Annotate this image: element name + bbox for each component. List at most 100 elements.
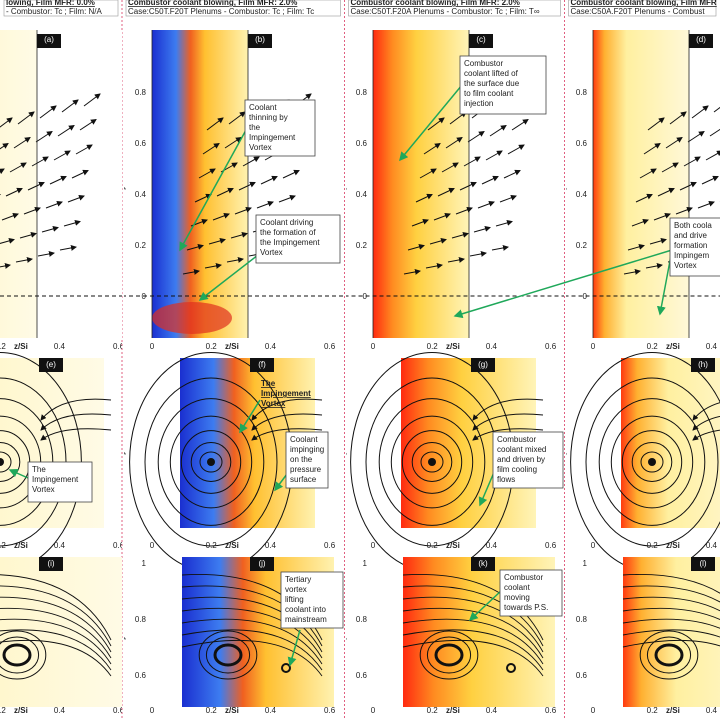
annotation-text: Vortex <box>674 261 697 270</box>
streamline <box>31 156 49 167</box>
annotation-text: Vortex <box>249 143 272 152</box>
x-tick-label: 0.4 <box>54 342 66 351</box>
x-tick-label: 0.2 <box>647 541 659 550</box>
coolant-core <box>152 302 232 334</box>
streamline <box>194 193 212 203</box>
annotation-text: film cooling <box>497 465 537 474</box>
streamline <box>472 413 544 431</box>
vortex-streamline <box>180 430 242 494</box>
streamline <box>234 206 252 215</box>
annotation-arrow <box>478 469 496 507</box>
vortex-streamline <box>420 451 444 473</box>
panel-label: (a) <box>44 35 54 44</box>
streamline <box>669 111 687 125</box>
streamline <box>473 225 491 233</box>
annotation-box <box>27 461 93 503</box>
column: Combustor coolant blowing, Film MFRCase:… <box>558 0 720 715</box>
streamline <box>511 118 529 131</box>
streamline <box>402 629 544 671</box>
streamline <box>181 607 323 659</box>
streamline <box>182 268 200 275</box>
panel-label: (j) <box>258 559 265 568</box>
column: lowing, Film MFR: 0.0%- Combustor: Tc ; … <box>0 0 125 715</box>
streamline <box>459 181 477 191</box>
annotation-text: the formation of <box>260 228 316 237</box>
x-tick-label: 0.6 <box>324 706 336 715</box>
x-tick-label: 0 <box>591 342 596 351</box>
streamline <box>441 162 459 173</box>
annotation-arrow <box>468 589 503 622</box>
streamline <box>35 130 53 143</box>
panel-label: (c) <box>476 35 486 44</box>
streamline <box>463 156 481 167</box>
streamline <box>67 194 85 203</box>
contour-field <box>0 358 104 528</box>
panel-label-box <box>250 358 274 372</box>
x-tick-label: 0.4 <box>265 342 277 351</box>
x-tick-label: 0 <box>591 541 596 550</box>
streamline <box>499 194 517 203</box>
vortex-streamline <box>411 442 453 482</box>
annotation-text: thinning by <box>249 113 288 122</box>
y-axis-label: y/Pi <box>558 626 567 640</box>
streamline <box>661 162 679 173</box>
vortex-streamline <box>419 630 479 680</box>
annotation-text: moving <box>504 593 530 602</box>
y-axis-label: y/Pi <box>117 441 126 455</box>
streamline <box>251 413 323 431</box>
vortex-streamline <box>157 398 265 526</box>
vortex-streamline <box>585 377 719 547</box>
streamline <box>447 256 465 263</box>
x-axis-label: z/Si <box>225 342 239 351</box>
annotation-text: Vortex <box>261 399 286 408</box>
x-tick-label: 0 <box>371 706 376 715</box>
vortex-core <box>0 458 4 466</box>
streamline <box>692 429 720 441</box>
annotation-text: lifting <box>285 595 304 604</box>
streamline <box>687 130 705 143</box>
streamline <box>19 231 37 239</box>
header-case: Case:C50T.F20A Plenums - Combustor: Tc ;… <box>351 7 540 16</box>
x-tick-label: 0.2 <box>0 342 6 351</box>
vortex-streamline <box>0 636 40 674</box>
vortex-streamline <box>631 442 673 482</box>
streamline <box>0 585 112 647</box>
streamline <box>0 607 112 659</box>
streamline <box>467 130 485 143</box>
vortex-streamline <box>0 451 12 473</box>
x-tick-label: 0.4 <box>265 706 277 715</box>
y-axis-label: y/Pi <box>117 626 126 640</box>
x-axis-label: z/Si <box>14 541 28 550</box>
annotation-arrow <box>453 249 673 319</box>
streamline <box>675 206 693 215</box>
panel-label-box <box>691 557 715 571</box>
y-tick-label: 0.8 <box>576 88 588 97</box>
x-axis-label: z/Si <box>666 706 680 715</box>
annotation-text: vortex <box>285 585 307 594</box>
streamline <box>186 243 204 251</box>
x-axis-label: z/Si <box>446 342 460 351</box>
y-axis-label: y/Pi <box>338 441 347 455</box>
x-axis-label: z/Si <box>446 706 460 715</box>
streamline <box>679 181 697 191</box>
streamline <box>181 596 323 653</box>
annotation-text: flows <box>497 475 515 484</box>
y-tick-label: 0.4 <box>576 190 588 199</box>
annotation-arrow <box>8 468 29 479</box>
annotation-text: Both coola <box>674 221 712 230</box>
streamline <box>57 124 75 137</box>
streamline <box>181 629 323 671</box>
x-tick-label: 0.6 <box>113 342 125 351</box>
x-axis-label: z/Si <box>225 706 239 715</box>
streamline <box>79 118 97 131</box>
streamline <box>251 428 323 441</box>
streamline <box>455 206 473 215</box>
annotation-text: The <box>32 465 46 474</box>
header-box <box>348 0 561 17</box>
x-axis-label: z/Si <box>666 342 680 351</box>
vortex-streamline <box>378 398 486 526</box>
x-tick-label: 0.2 <box>206 706 218 715</box>
streamline <box>489 124 507 137</box>
annotation-text: and drive <box>674 231 707 240</box>
streamline <box>665 136 683 149</box>
